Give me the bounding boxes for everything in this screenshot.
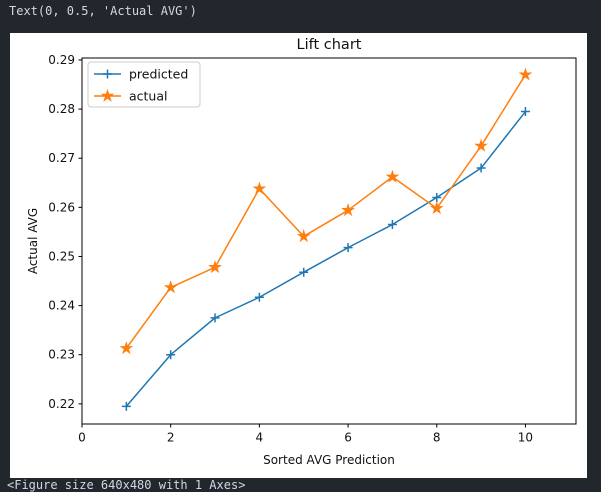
y-tick-label: 0.27 (48, 151, 75, 165)
marker-plus (210, 313, 220, 323)
legend-marker-star (100, 88, 115, 102)
y-tick-label: 0.28 (48, 102, 75, 116)
y-axis: 0.22 0.23 0.24 0.25 0.26 0.27 0.28 0.29 (48, 53, 82, 411)
x-axis-label: Sorted AVG Prediction (263, 453, 395, 467)
marker-plus (343, 243, 353, 253)
lift-chart: 0 2 4 6 8 10 0.22 0.23 0.24 0.25 0.26 0.27 0.28 0.29 L… (26, 37, 577, 467)
output-repr-text-top: Text(0, 0.5, 'Actual AVG') (9, 4, 197, 18)
y-tick-label: 0.24 (48, 299, 75, 313)
marker-plus (432, 193, 442, 203)
marker-star (296, 229, 311, 243)
x-tick-label: 2 (167, 431, 175, 445)
x-tick-label: 6 (344, 431, 352, 445)
marker-star (163, 280, 178, 294)
series-actual (119, 67, 533, 355)
marker-star (119, 341, 134, 355)
marker-star (474, 138, 488, 152)
marker-star (429, 201, 444, 215)
marker-plus (387, 220, 397, 230)
marker-star (385, 169, 400, 183)
legend-marker-plus (103, 69, 112, 79)
marker-star (208, 260, 222, 274)
legend: predicted actual (87, 61, 201, 108)
legend-label-predicted: predicted (129, 67, 188, 82)
marker-plus (299, 267, 309, 277)
x-tick-label: 0 (78, 431, 86, 445)
y-tick-label: 0.26 (48, 200, 75, 214)
marker-star (341, 203, 355, 217)
y-tick-label: 0.23 (48, 348, 75, 362)
marker-plus (520, 107, 530, 117)
matplotlib-figure: 0 2 4 6 8 10 0.22 0.23 0.24 0.25 0.26 0.27 0.28 0.29 L… (10, 33, 587, 478)
marker-plus (121, 401, 131, 411)
marker-plus (166, 350, 176, 360)
marker-plus (476, 163, 486, 173)
x-tick-label: 4 (256, 431, 264, 445)
x-tick-label: 10 (518, 431, 533, 445)
chart-title: Lift chart (297, 37, 362, 53)
series-predicted (121, 107, 530, 411)
marker-star (518, 67, 533, 81)
y-tick-label: 0.22 (48, 397, 75, 411)
x-tick-label: 8 (433, 431, 441, 445)
marker-plus (254, 292, 264, 302)
marker-star (252, 181, 267, 195)
legend-label-actual: actual (129, 89, 168, 104)
output-repr-text-bottom: <Figure size 640x480 with 1 Axes> (7, 478, 246, 492)
y-axis-label: Actual AVG (26, 208, 40, 274)
y-tick-label: 0.25 (48, 249, 75, 263)
y-tick-label: 0.29 (48, 53, 75, 67)
axes-spines (81, 57, 577, 425)
x-axis: 0 2 4 6 8 10 (78, 424, 533, 445)
